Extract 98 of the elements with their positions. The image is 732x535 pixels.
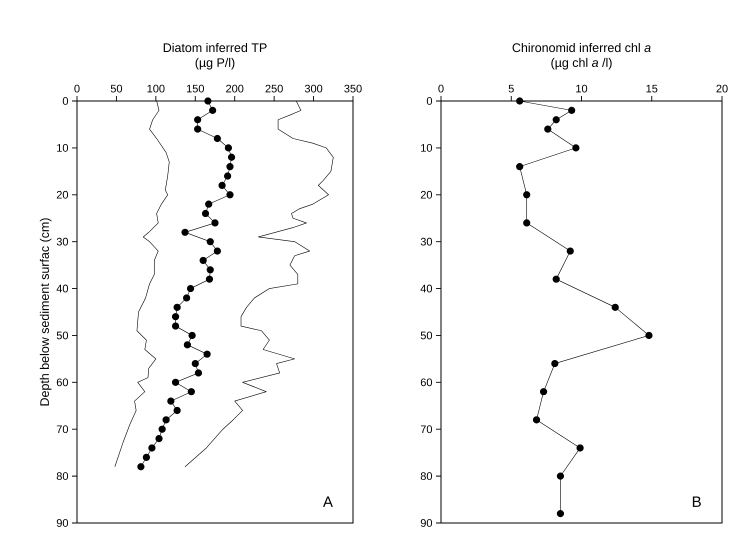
point [523,191,530,198]
y-tick-label: 80 [420,472,432,480]
x-tick-label: 50 [110,84,122,92]
x-tick-label: 0 [438,84,444,92]
point [214,247,221,255]
point [181,228,189,236]
y-tick-label: 70 [420,425,432,434]
point [226,191,234,198]
point [194,369,202,377]
y-tick-label: 30 [420,238,432,246]
point [206,238,214,246]
y-tick-label: 60 [56,378,68,386]
point [228,154,236,161]
annotation: B [692,496,701,507]
point [224,144,232,152]
point [566,247,574,255]
point [155,435,163,442]
point [172,313,180,320]
point [551,360,558,368]
y-tick-label: 0 [426,97,432,105]
point [142,454,150,461]
y-tick-label: 10 [57,144,68,152]
y-tick-label: 30 [56,238,68,246]
point [532,416,540,424]
point [172,322,180,330]
point [576,444,584,452]
x-tick-label: 10 [576,84,588,92]
point [162,416,170,424]
point [645,332,653,340]
point [192,360,199,368]
point [205,200,212,208]
point [516,97,524,105]
point [206,266,214,274]
point [148,444,156,452]
point [202,210,210,218]
y-tick-label: 70 [56,425,68,434]
y-tick-label: 50 [420,332,432,340]
x-tick-label: 0 [74,84,80,92]
y-tick-label: 10 [421,144,432,152]
point [206,276,214,283]
point [552,116,560,124]
point [137,463,144,470]
y-tick-label: 50 [56,332,68,340]
x-tick-label: 20 [716,84,728,92]
point [544,126,552,133]
chart-title: Chironomid inferred chl a [512,42,651,52]
point [556,472,564,480]
x-tick-label: 100 [148,84,165,92]
point [209,106,216,114]
point [568,106,576,114]
point [167,397,174,405]
x-tick-label: 300 [304,84,322,92]
point [186,284,194,292]
y-tick-label: 40 [56,284,68,292]
point [224,172,232,180]
point [211,219,219,227]
y-tick-label: 90 [56,519,68,527]
point [194,116,202,124]
point [194,126,202,133]
y-tick-label: 80 [56,472,68,480]
point [556,510,564,518]
point [204,350,211,358]
point [214,134,221,142]
x-tick-label: 150 [186,84,204,92]
y-tick-label: 20 [420,190,432,199]
point [188,332,196,340]
chart-subtitle: (µg chl a /l) [551,58,612,70]
chart-subtitle: (µg P/l) [196,58,234,70]
x-tick-label: 250 [266,84,283,92]
y-tick-label: 90 [420,519,432,527]
point [204,97,212,105]
annotation: A [322,496,333,507]
point [540,388,548,396]
point [172,378,180,386]
point [552,276,560,283]
y-tick-label: 40 [420,284,432,292]
x-tick-label: 15 [646,84,658,92]
y-axis-title: Depth below sediment surfac (cm) [40,218,52,406]
y-tick-label: 20 [56,190,68,199]
x-tick-label: 350 [344,84,362,92]
point [188,388,195,396]
point [572,144,580,152]
point [612,304,619,311]
y-tick-label: 60 [420,378,432,386]
point [174,406,181,414]
x-tick-label: 5 [508,84,514,92]
y-tick-label: 0 [62,97,68,105]
point [200,256,207,264]
point [183,294,190,302]
point [226,163,234,170]
point [184,341,191,348]
x-tick-label: 200 [226,84,244,92]
point [218,182,226,189]
chart-title: Diatom inferred TP [164,42,267,52]
point [158,426,166,433]
point [516,163,524,170]
point [523,219,530,227]
point [174,304,181,311]
